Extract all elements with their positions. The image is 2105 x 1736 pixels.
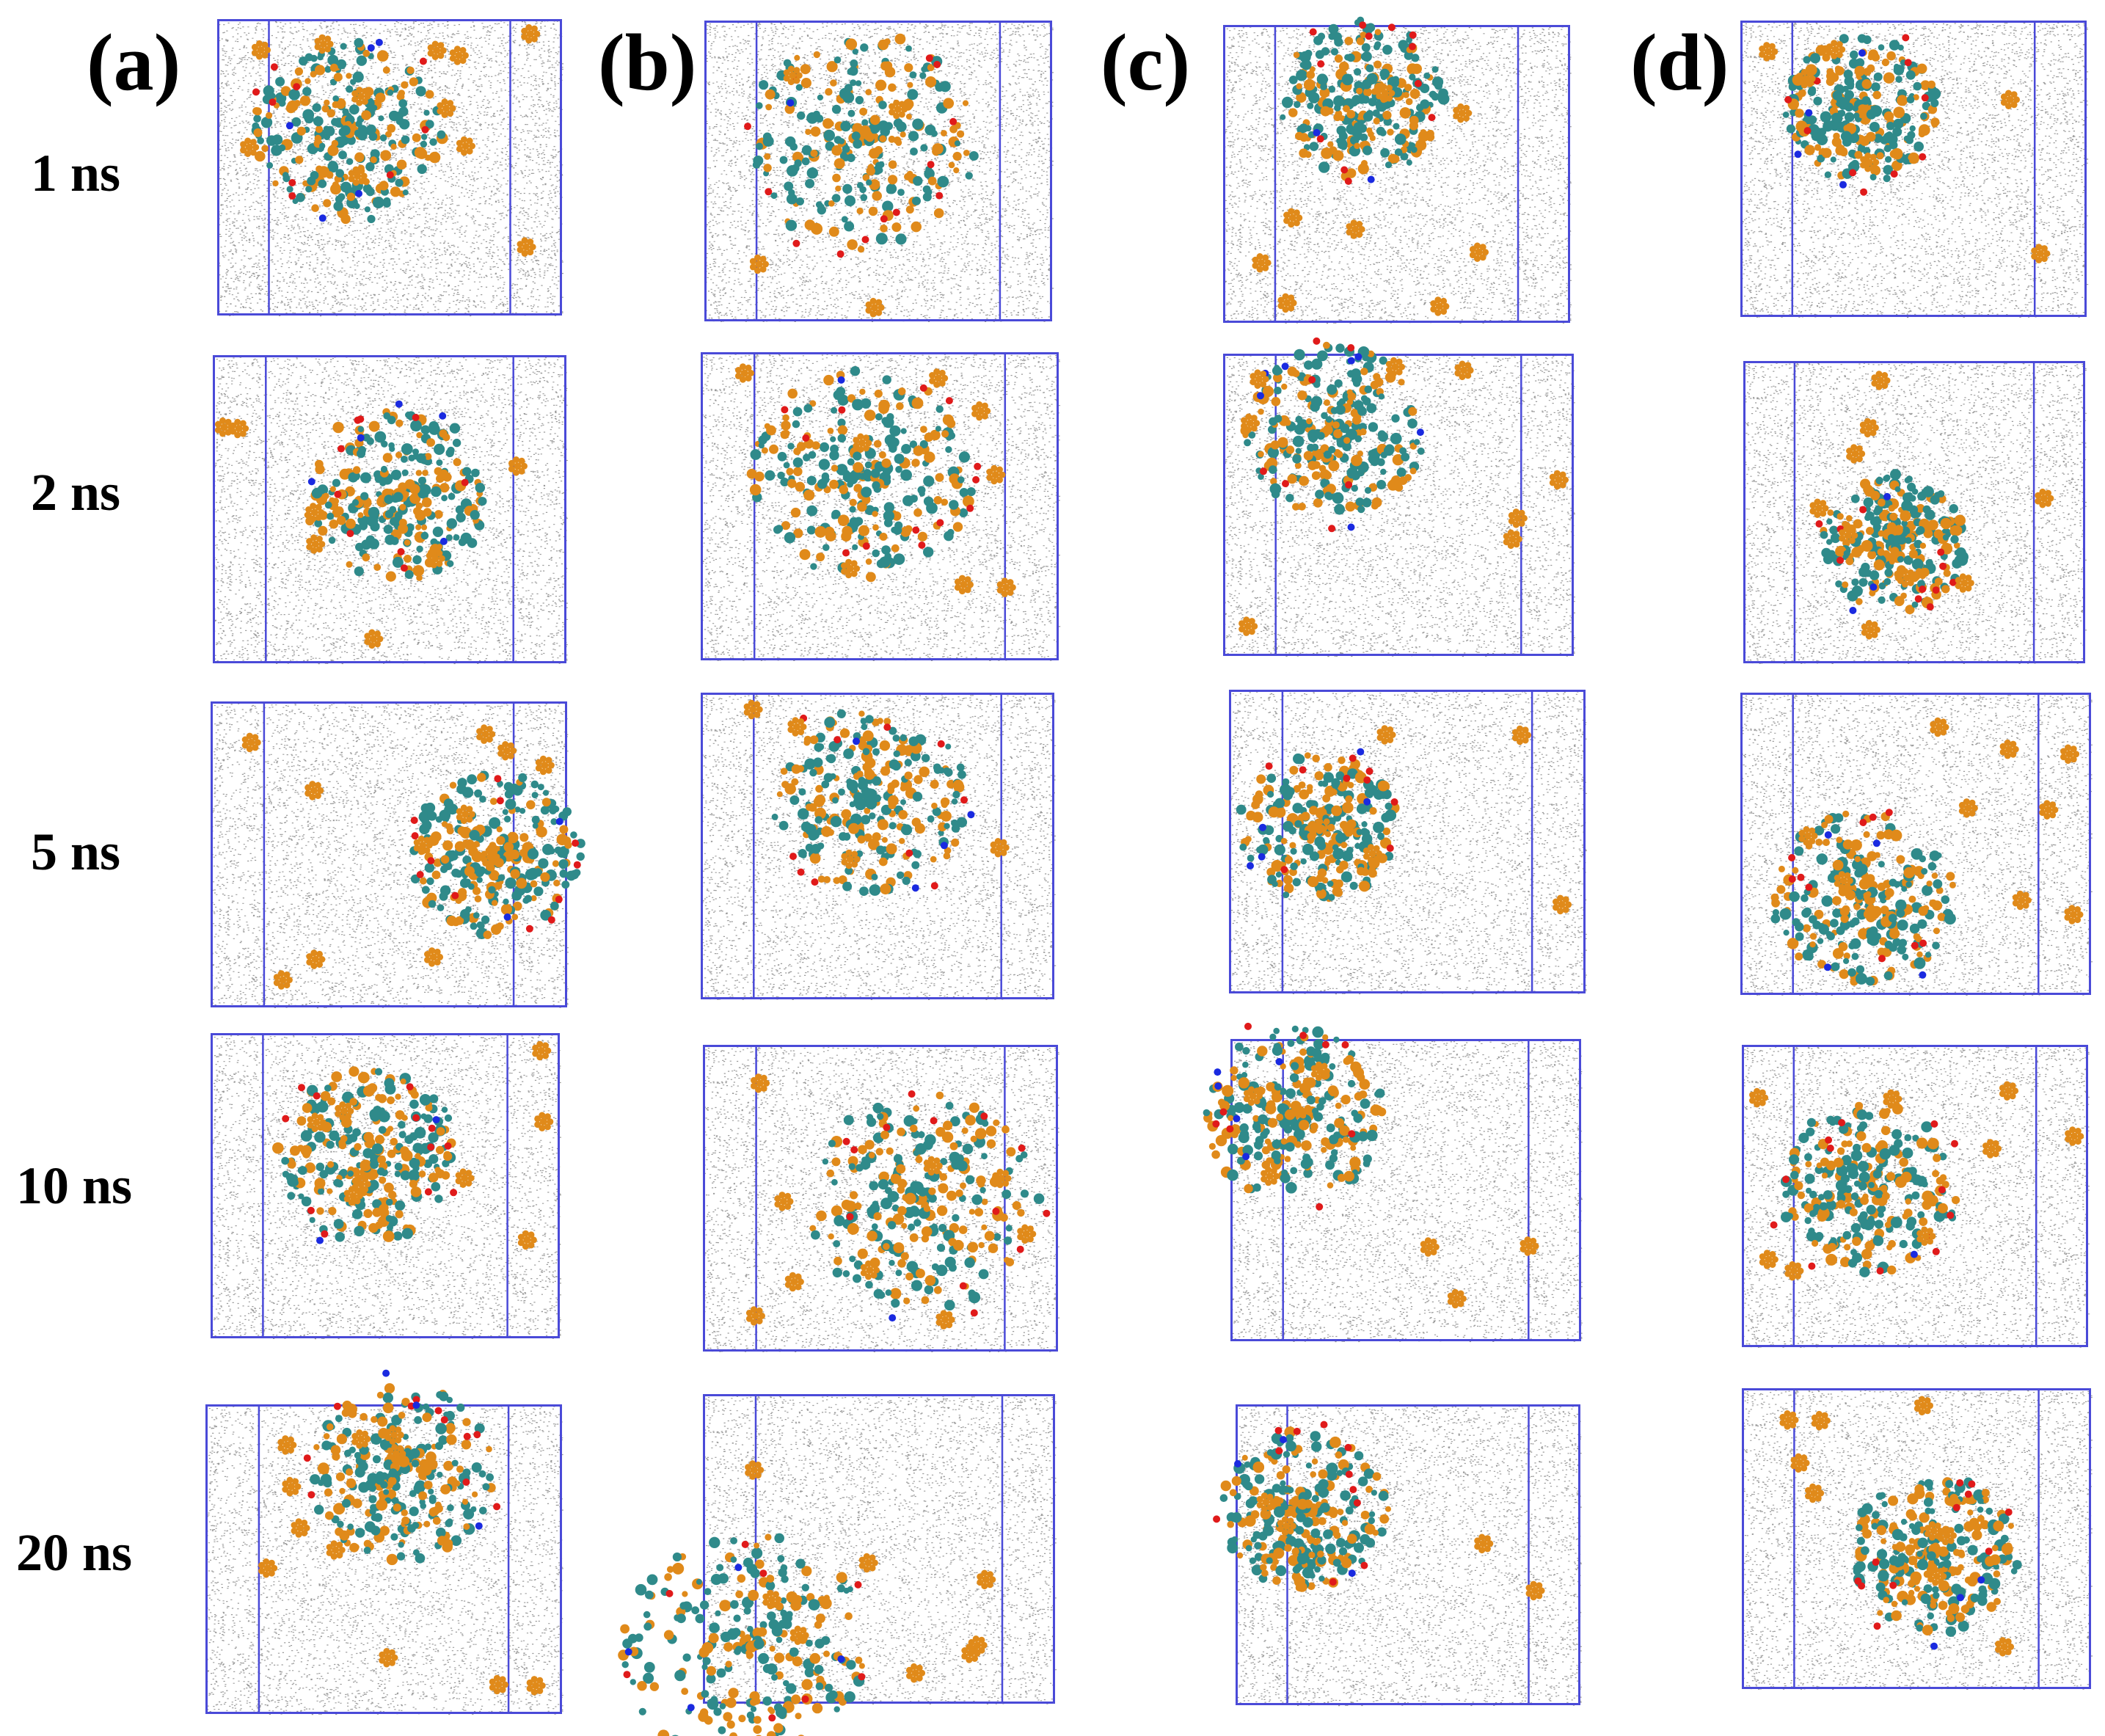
snapshot-panel-b-5ns [701,693,1057,1000]
snapshot-panel-b-2ns [701,352,1061,661]
snapshot-panel-a-1ns [217,19,564,317]
row-label-10ns: 10 ns [16,1156,133,1215]
column-label-d: (d) [1630,18,1729,107]
row-label-2ns: 2 ns [31,463,121,522]
snapshot-panel-a-20ns [205,1369,563,1715]
snapshot-panel-d-20ns [1742,1388,2093,1690]
snapshot-panel-a-5ns [211,701,585,1009]
snapshot-panel-d-10ns [1742,1045,2090,1348]
snapshot-panel-c-5ns [1229,690,1587,995]
snapshot-panel-c-20ns [1213,1404,1582,1707]
snapshot-panel-c-1ns [1223,16,1572,324]
snapshot-panel-d-2ns [1743,361,2087,664]
snapshot-panel-a-2ns [213,355,568,665]
snapshot-panel-b-1ns [704,21,1054,322]
snapshot-panel-c-10ns [1203,1022,1583,1343]
row-label-5ns: 5 ns [31,823,121,881]
snapshot-panel-d-5ns [1740,693,2093,996]
column-label-c: (c) [1101,18,1191,107]
snapshot-panel-b-20ns [618,1394,1057,1736]
column-label-a: (a) [87,18,181,107]
row-label-20ns: 20 ns [16,1523,133,1582]
snapshot-panel-d-1ns [1740,21,2089,318]
snapshot-panel-c-2ns [1223,337,1575,657]
row-label-1ns: 1 ns [31,144,121,203]
snapshot-panel-b-10ns [703,1045,1060,1352]
snapshot-panel-a-10ns [211,1033,561,1340]
column-label-b: (b) [598,18,697,107]
